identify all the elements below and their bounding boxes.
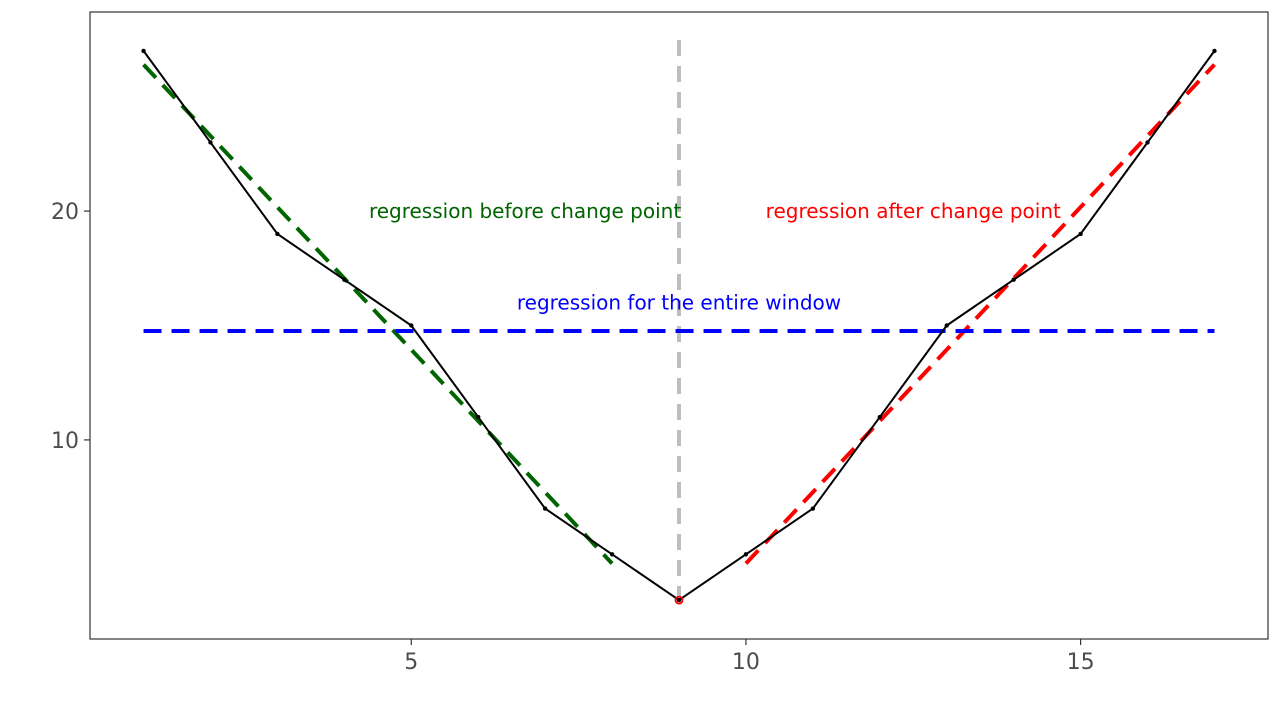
data-point: [141, 48, 146, 54]
data-point: [944, 323, 949, 328]
y-tick-label: 20: [51, 200, 79, 225]
x-tick-label: 5: [404, 650, 418, 675]
data-point: [1011, 277, 1016, 282]
x-tick-label: 10: [732, 650, 760, 675]
data-point: [810, 506, 816, 511]
data-point: [609, 552, 615, 557]
regression-line-after: [744, 63, 1216, 565]
annotations-layer: regression before change point regression…: [369, 199, 1061, 315]
change-point-marker: [674, 595, 684, 605]
data-point: [476, 414, 481, 420]
regression-lines-layer: [142, 63, 1216, 565]
data-point: [743, 552, 749, 557]
x-tick-label: 15: [1067, 650, 1095, 675]
data-point: [275, 231, 280, 237]
regression-line-before: [142, 63, 614, 565]
data-point: [542, 506, 548, 511]
data-point: [1212, 48, 1217, 54]
axes-layer: 5 10 15 10 20: [51, 200, 1095, 675]
data-point: [409, 323, 414, 328]
points-layer: [141, 48, 1217, 605]
data-point: [1145, 140, 1150, 145]
data-point: [1078, 231, 1083, 237]
data-point: [676, 597, 682, 603]
y-tick-label: 10: [51, 429, 79, 454]
data-point: [208, 140, 213, 145]
annotation-label: regression after change point: [766, 199, 1061, 223]
data-point: [877, 414, 882, 420]
data-point: [342, 277, 347, 282]
annotation-label: regression before change point: [369, 199, 681, 223]
annotation-label: regression for the entire window: [517, 291, 841, 315]
